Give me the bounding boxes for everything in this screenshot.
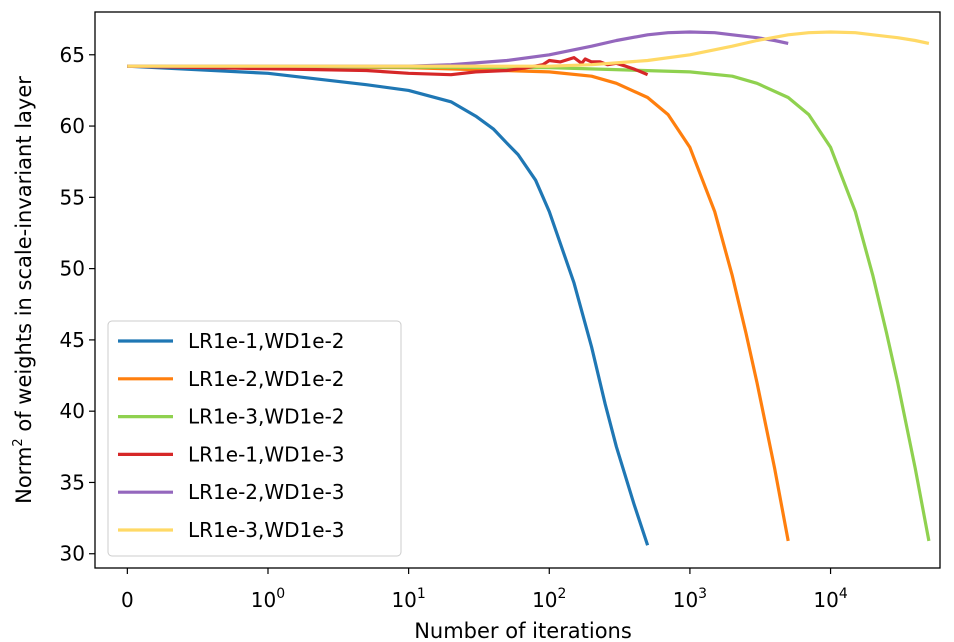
x-tick-label-3: 102: [532, 586, 566, 612]
plot-content: [127, 30, 931, 546]
x-tick-label-4: 103: [673, 586, 707, 612]
x-tick-label-2: 101: [391, 586, 425, 612]
series-line-3: [127, 64, 931, 542]
series-line-1: [127, 64, 650, 546]
legend-items: LR1e-1,WD1e-2 LR1e-2,WD1e-2 LR1e-3,WD1e-2 L…: [118, 329, 345, 542]
x-ticks: 0 100 101 102 103 104: [121, 568, 848, 612]
y-ticks: 30 35 40 45 50 55 60 65: [60, 43, 95, 566]
legend-label-3: LR1e-3,WD1e-2: [188, 405, 345, 429]
y-tick-label-7: 65: [60, 43, 85, 67]
plot-frame: [94, 11, 941, 569]
legend-label-4: LR1e-1,WD1e-3: [188, 442, 345, 466]
series-line-2: [127, 64, 790, 542]
y-axis-label-superscript: 2: [11, 438, 26, 446]
x-tick-label-5: 104: [813, 586, 847, 612]
y-tick-label-3: 45: [60, 328, 85, 352]
legend-label-5: LR1e-2,WD1e-3: [188, 480, 345, 504]
y-tick-label-4: 50: [60, 257, 85, 281]
legend-label-6: LR1e-3,WD1e-3: [188, 518, 345, 542]
x-tick-label-0: 0: [121, 588, 134, 612]
legend-box: [107, 320, 402, 557]
y-tick-label-1: 35: [60, 470, 85, 494]
x-tick-label-1: 100: [251, 586, 285, 612]
legend: LR1e-1,WD1e-2 LR1e-2,WD1e-2 LR1e-3,WD1e-2 L…: [107, 320, 402, 557]
y-tick-label-6: 60: [60, 114, 85, 138]
series-line-5: [127, 30, 789, 68]
legend-label-1: LR1e-1,WD1e-2: [188, 329, 345, 353]
y-tick-label-0: 30: [60, 542, 85, 566]
series-line-6: [127, 30, 930, 68]
y-tick-label-5: 55: [60, 185, 85, 209]
series-line-4: [127, 55, 649, 77]
series-lines: [127, 30, 931, 546]
legend-label-2: LR1e-2,WD1e-2: [188, 367, 345, 391]
y-axis-label-rest: of weights in scale-invariant layer: [12, 76, 36, 439]
y-axis-label-main: Norm: [12, 447, 36, 504]
x-axis-label: Number of iterations: [414, 619, 632, 642]
y-axis-label: Norm2 of weights in scale-invariant laye…: [11, 76, 36, 504]
y-tick-label-2: 40: [60, 399, 85, 423]
